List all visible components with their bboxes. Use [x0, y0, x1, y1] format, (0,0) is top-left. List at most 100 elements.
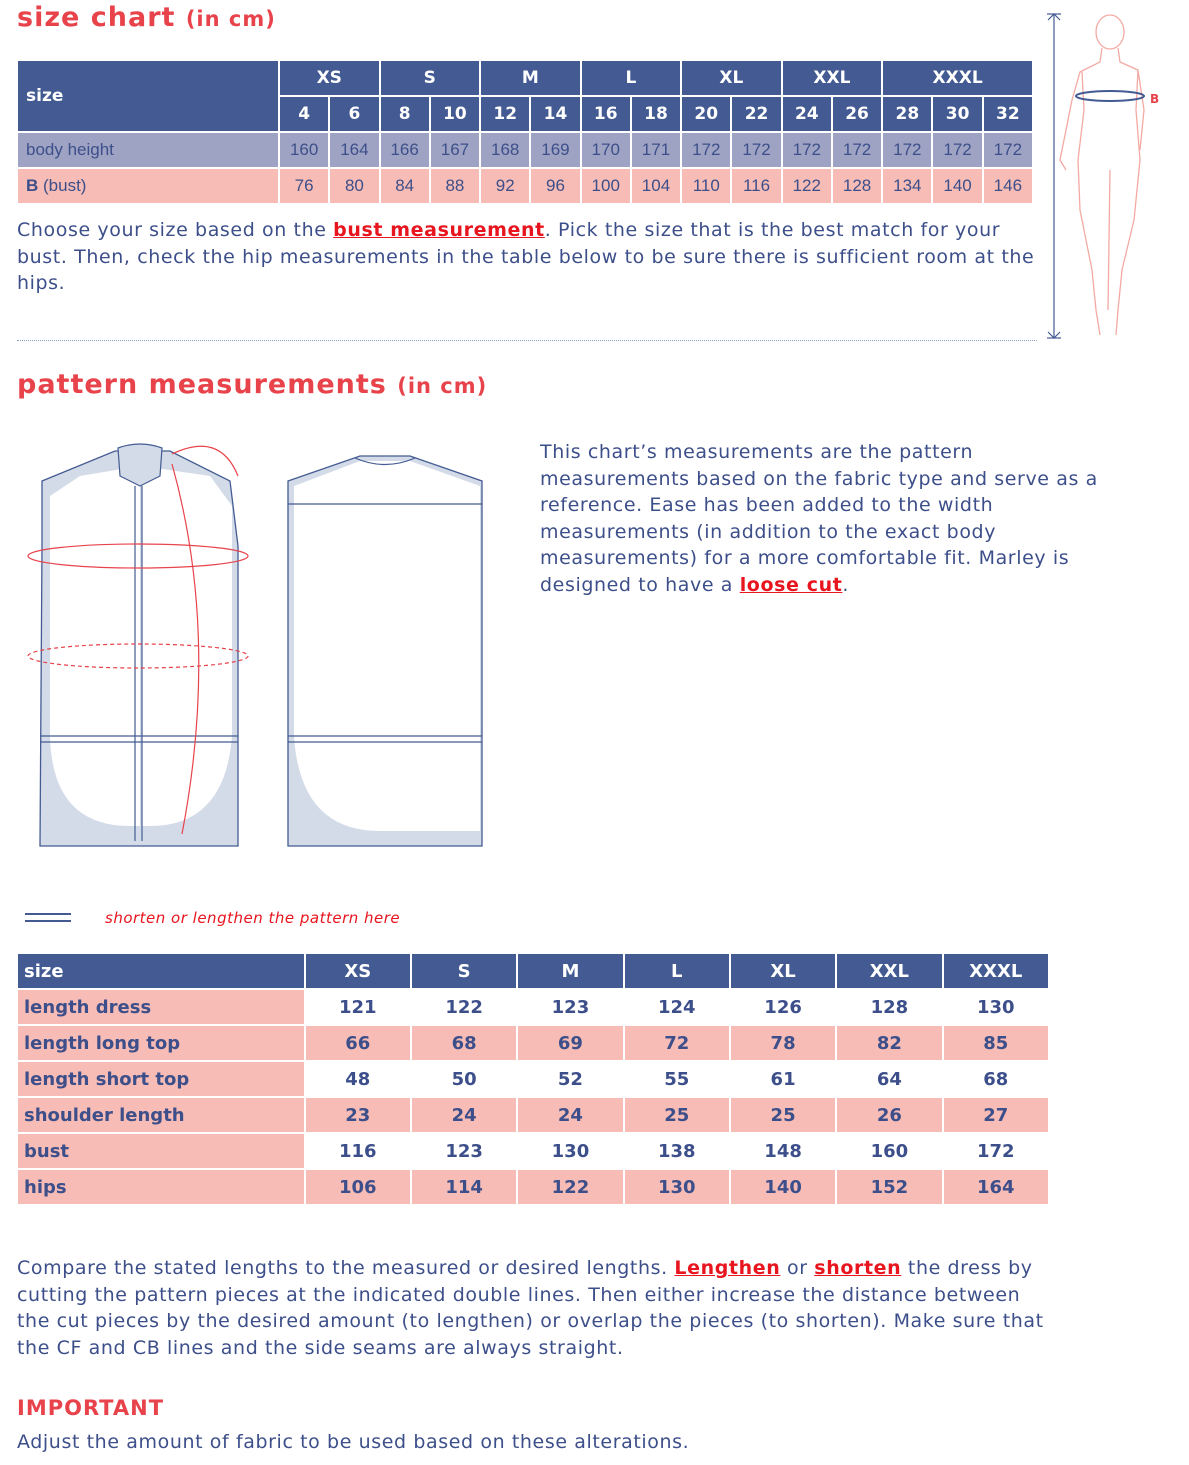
bust-value: 100: [579, 167, 632, 205]
body-height-value: 172: [730, 131, 783, 169]
pattern-description: This chart’s measurements are the patter…: [540, 441, 1098, 596]
measurement-value: 140: [728, 1168, 838, 1206]
important-heading: IMPORTANT: [17, 1396, 165, 1420]
measurement-value: 68: [409, 1024, 519, 1062]
bust-value: 146: [981, 167, 1035, 205]
size-chart-table: size XS S M L XL XXL XXXL 4 6 8 10 12 14 16 18 20 22 24 26 2…: [16, 59, 1035, 205]
measurement-value: 64: [835, 1060, 944, 1098]
size-number: 10: [428, 95, 482, 133]
bust-marker-label: B: [1150, 92, 1159, 106]
measurement-value: 128: [835, 988, 944, 1026]
body-height-value: 168: [479, 131, 532, 169]
bust-value: 76: [277, 167, 331, 205]
size-number: 4: [277, 95, 331, 133]
measurement-value: 85: [941, 1024, 1051, 1062]
bust-value: 134: [881, 167, 934, 205]
measurement-value: 122: [409, 988, 519, 1026]
bust-value: 110: [680, 167, 733, 205]
size-chart-instructions: Choose your size based on the bust measu…: [17, 219, 1035, 294]
measurement-value: 78: [728, 1024, 838, 1062]
column-header: M: [516, 952, 625, 990]
body-height-value: 166: [378, 131, 431, 169]
column-header: XL: [728, 952, 838, 990]
row-label: length long top: [16, 1024, 306, 1062]
size-group-header: XL: [680, 59, 783, 97]
measurement-value: 61: [728, 1060, 838, 1098]
size-header: size: [16, 59, 280, 133]
row-label: bust: [16, 1132, 306, 1170]
double-line-legend-icon: [25, 913, 71, 922]
legend-text: shorten or lengthen the pattern here: [105, 909, 401, 927]
size-group-header: XXXL: [881, 59, 1034, 97]
body-height-value: 172: [680, 131, 733, 169]
bust-value: 84: [378, 167, 431, 205]
size-group-header: M: [479, 59, 582, 97]
row-label: length dress: [16, 988, 306, 1026]
measurement-value: 130: [622, 1168, 731, 1206]
measurement-value: 82: [835, 1024, 944, 1062]
measurement-value: 152: [835, 1168, 944, 1206]
table-row: shoulder length 23 24 24 25 25 26 27: [16, 1096, 1051, 1134]
body-height-value: 160: [277, 131, 331, 169]
bust-value: 128: [830, 167, 884, 205]
size-number: 18: [629, 95, 683, 133]
size-number: 12: [479, 95, 532, 133]
table-row: hips 106 114 122 130 140 152 164: [16, 1168, 1051, 1206]
important-text: Adjust the amount of fabric to be used b…: [17, 1431, 690, 1453]
measurement-value: 26: [835, 1096, 944, 1134]
size-group-header: XS: [278, 59, 381, 97]
body-height-value: 169: [529, 131, 582, 169]
bust-value: 88: [428, 167, 482, 205]
measurement-value: 130: [516, 1132, 625, 1170]
bust-value: 96: [529, 167, 582, 205]
measurement-value: 164: [941, 1168, 1051, 1206]
size-group-header: S: [378, 59, 482, 97]
measurement-value: 69: [516, 1024, 625, 1062]
row-label: length short top: [16, 1060, 306, 1098]
table-row: length dress 121 122 123 124 126 128 130: [16, 988, 1051, 1026]
measurement-value: 123: [409, 1132, 519, 1170]
measurement-value: 24: [516, 1096, 625, 1134]
measurement-value: 138: [622, 1132, 731, 1170]
body-height-value: 172: [780, 131, 833, 169]
measurement-value: 126: [728, 988, 838, 1026]
table-row: length short top 48 50 52 55 61 64 68: [16, 1060, 1051, 1098]
measurement-value: 55: [622, 1060, 731, 1098]
measurement-value: 124: [622, 988, 731, 1026]
body-height-value: 164: [328, 131, 381, 169]
size-chart-title: size chart (in cm): [17, 2, 276, 33]
measurement-value: 52: [516, 1060, 625, 1098]
bust-measurement-link[interactable]: bust measurement: [333, 219, 545, 241]
bust-value: 116: [730, 167, 783, 205]
bust-label: B (bust): [16, 167, 280, 205]
size-number: 14: [529, 95, 582, 133]
shirt-pattern-illustration: [27, 443, 483, 847]
measurement-value: 72: [622, 1024, 731, 1062]
measurement-value: 172: [941, 1132, 1051, 1170]
bust-value: 122: [780, 167, 833, 205]
body-height-label: body height: [16, 131, 280, 169]
alteration-instructions: Compare the stated lengths to the measur…: [17, 1257, 1044, 1359]
body-height-value: 172: [881, 131, 934, 169]
lengthen-link[interactable]: Lengthen: [674, 1257, 781, 1279]
size-number: 26: [830, 95, 884, 133]
body-height-value: 167: [428, 131, 482, 169]
table-row: length long top 66 68 69 72 78 82 85: [16, 1024, 1051, 1062]
measurement-value: 50: [409, 1060, 519, 1098]
measurement-value: 23: [303, 1096, 412, 1134]
size-number: 28: [881, 95, 934, 133]
bust-value: 104: [629, 167, 683, 205]
measurement-value: 114: [409, 1168, 519, 1206]
loose-cut-link[interactable]: loose cut: [739, 573, 843, 596]
pattern-title: pattern measurements (in cm): [17, 369, 488, 400]
measurement-value: 160: [835, 1132, 944, 1170]
shorten-link[interactable]: shorten: [814, 1257, 902, 1279]
body-height-value: 170: [579, 131, 632, 169]
size-number: 30: [931, 95, 984, 133]
size-number: 8: [378, 95, 431, 133]
measurement-value: 27: [941, 1096, 1051, 1134]
measurement-value: 25: [622, 1096, 731, 1134]
measurement-value: 116: [303, 1132, 412, 1170]
body-height-value: 172: [931, 131, 984, 169]
body-height-value: 171: [629, 131, 683, 169]
